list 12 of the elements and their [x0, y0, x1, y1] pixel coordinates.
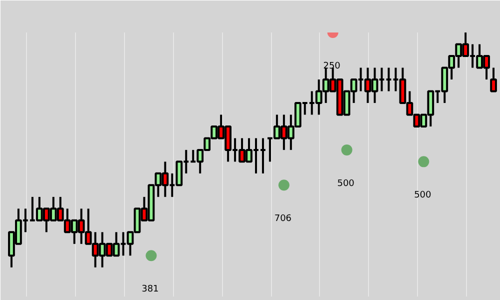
- point: [341, 144, 352, 156]
- point: [146, 250, 157, 262]
- annotation: 500: [414, 190, 432, 201]
- point: [278, 180, 290, 191]
- candlestick: [385, 66, 392, 92]
- annotation: 706: [274, 214, 292, 224]
- annotation: 250: [323, 62, 341, 72]
- annotation: 500: [337, 178, 355, 189]
- candlestick: [490, 66, 497, 92]
- text: 381: [142, 284, 159, 295]
- point: [418, 156, 430, 168]
- candlestick: [260, 137, 266, 174]
